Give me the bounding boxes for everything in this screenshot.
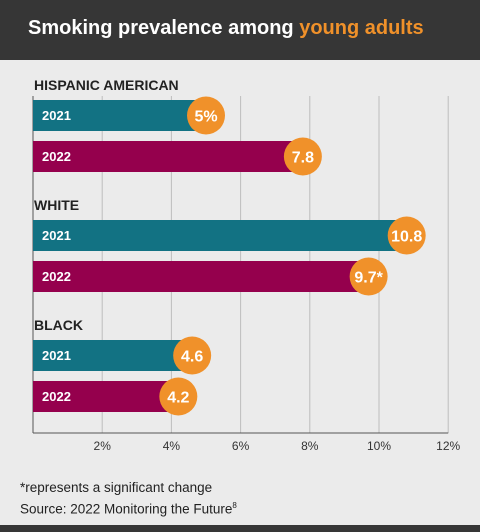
data-label: 9.7*	[354, 270, 383, 287]
bar-year-label: 2021	[42, 108, 71, 123]
footer-bar	[0, 525, 480, 532]
significance-footnote: *represents a significant change	[20, 480, 213, 495]
source-reference: 8	[232, 501, 237, 510]
group-label: WHITE	[34, 197, 79, 213]
bar-year-label: 2021	[42, 348, 71, 363]
bar-chart: 2% 4% 6% 8% 10% 12% HISPANIC AMERICAN 2021 5% 202…	[32, 77, 461, 453]
bar	[33, 340, 193, 371]
group-label: BLACK	[34, 317, 83, 333]
chart-title: Smoking prevalence among young adults	[28, 17, 424, 40]
bar-year-label: 2021	[42, 228, 71, 243]
x-tick-label: 8%	[301, 439, 319, 453]
title-main: Smoking prevalence among	[28, 17, 294, 39]
x-tick-label: 10%	[367, 439, 391, 453]
value-badge	[173, 336, 212, 375]
data-label: 7.8	[292, 150, 314, 167]
bar-year-label: 2022	[42, 149, 71, 164]
bar-year-label: 2022	[42, 389, 71, 404]
value-badge	[159, 377, 198, 416]
bar	[33, 141, 303, 172]
source-footnote: Source: 2022 Monitoring the Future8	[20, 501, 237, 517]
source-text: Source: 2022 Monitoring the Future	[20, 501, 233, 517]
title-highlight: young adults	[299, 17, 424, 39]
bar	[33, 220, 407, 251]
x-tick-label: 2%	[94, 439, 112, 453]
data-label: 4.2	[167, 390, 189, 407]
data-label: 5%	[194, 109, 217, 126]
x-tick-label: 4%	[163, 439, 181, 453]
data-label: 10.8	[391, 229, 422, 246]
value-badge	[387, 216, 426, 255]
value-badge	[283, 137, 322, 176]
group-label: HISPANIC AMERICAN	[34, 77, 179, 93]
value-badge	[187, 96, 225, 135]
bar	[33, 261, 369, 292]
x-tick-label: 12%	[436, 439, 460, 453]
bar-year-label: 2022	[42, 269, 71, 284]
bar	[33, 381, 179, 412]
data-label: 4.6	[181, 349, 203, 366]
bar	[33, 100, 206, 131]
value-badge	[349, 257, 388, 296]
header-bar: Smoking prevalence among young adults	[0, 0, 480, 60]
x-tick-label: 6%	[232, 439, 250, 453]
